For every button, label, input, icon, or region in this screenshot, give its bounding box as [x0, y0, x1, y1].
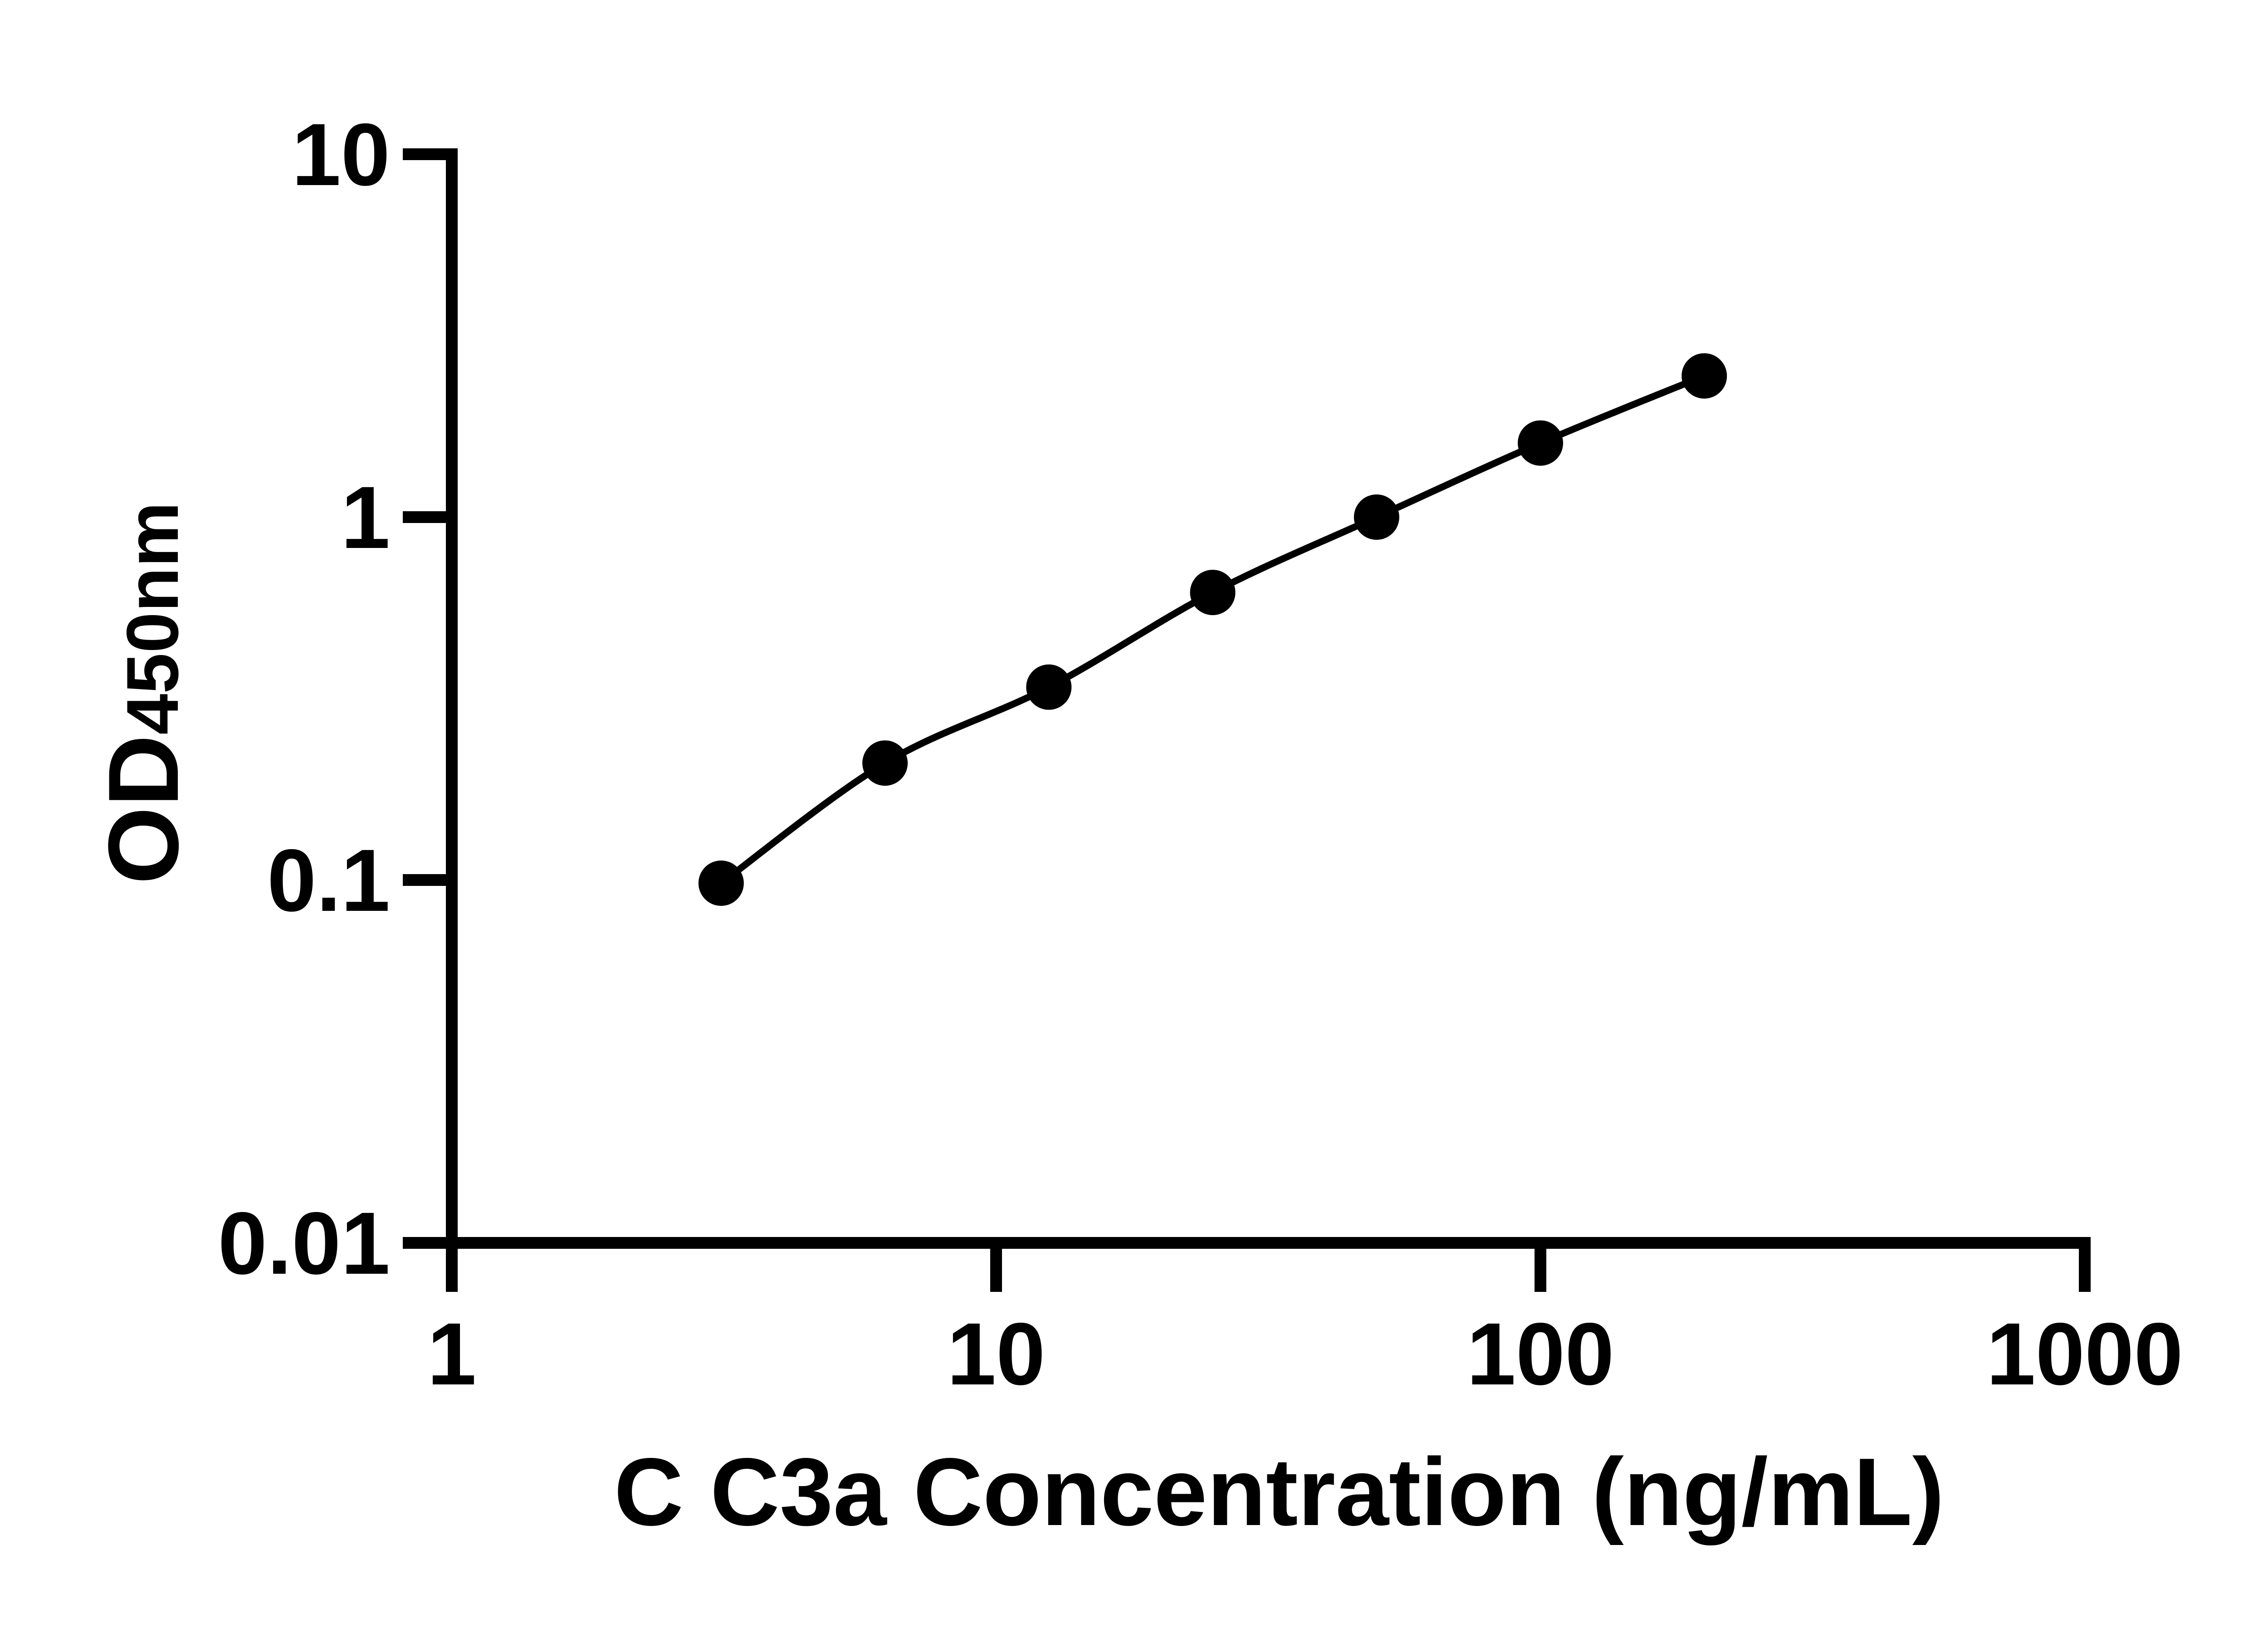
data-point [1681, 353, 1727, 399]
tick-labels: 10 1 0.1 0.01 1 10 100 1000 [218, 105, 2183, 1403]
x-axis-title: C C3a Concentration (ng/mL) [614, 1438, 1945, 1545]
axes [403, 148, 2091, 1292]
x-tick-label: 1 [427, 1305, 476, 1403]
data-point [698, 861, 744, 906]
data-point [1190, 570, 1236, 616]
data-series [698, 353, 1727, 906]
data-point [862, 740, 908, 786]
x-tick-label: 10 [947, 1305, 1046, 1403]
y-tick-label: 0.01 [218, 1194, 390, 1293]
y-tick-label: 10 [292, 105, 390, 204]
x-tick-label: 1000 [1986, 1305, 2183, 1403]
y-axis-title: OD450nm [88, 502, 199, 884]
x-tick-label: 100 [1466, 1305, 1614, 1403]
y-tick-label: 0.1 [267, 831, 390, 930]
data-point [1026, 664, 1072, 710]
data-point [1518, 420, 1563, 466]
data-point [1354, 494, 1399, 540]
y-axis-title-main: OD [88, 735, 199, 885]
y-axis-title-sub: 450nm [112, 502, 194, 734]
y-tick-label: 1 [341, 468, 390, 567]
